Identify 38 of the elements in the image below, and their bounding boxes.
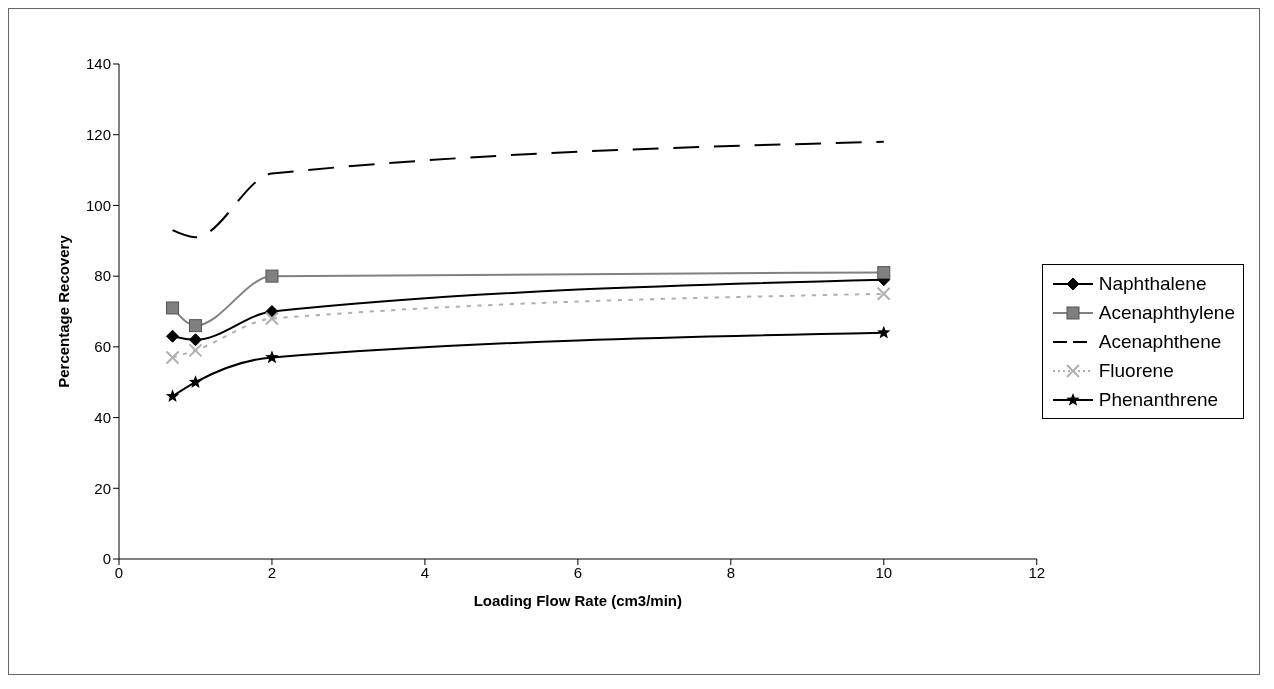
point: [188, 333, 202, 347]
x-tick-label: 10: [875, 563, 893, 581]
x-tick-label: 6: [573, 563, 583, 581]
point: [188, 319, 202, 333]
legend-label: Fluorene: [1098, 359, 1174, 382]
point: [877, 325, 891, 339]
y-tick-label: 120: [85, 126, 111, 144]
point: [265, 350, 279, 364]
point: [188, 343, 203, 358]
legend-label: Phenanthrene: [1098, 388, 1219, 411]
legend-label: Naphthalene: [1098, 272, 1207, 295]
x-axis-title: Loading Flow Rate (cm3/min): [473, 592, 683, 609]
point: [165, 350, 180, 365]
line-series: [171, 140, 885, 239]
y-tick-label: 0: [102, 550, 111, 568]
y-tick-label: 100: [85, 196, 111, 214]
legend-label: Acenaphthylene: [1098, 301, 1235, 324]
point: [264, 311, 279, 326]
legend-label: Acenaphthene: [1098, 330, 1222, 353]
x-tick-label: 12: [1028, 563, 1046, 581]
y-tick-label: 140: [85, 55, 111, 73]
y-tick-label: 80: [94, 267, 111, 285]
y-tick-label: 40: [94, 408, 111, 426]
point: [876, 286, 891, 301]
y-tick-label: 60: [94, 338, 111, 356]
x-tick-label: 0: [114, 563, 124, 581]
y-axis-title: Percentage Recovery: [55, 234, 73, 388]
point: [166, 301, 180, 315]
point: [188, 375, 203, 388]
x-tick-label: 8: [726, 563, 735, 581]
point: [165, 389, 180, 403]
x-tick-label: 4: [420, 563, 430, 581]
y-tick-label: 20: [94, 479, 111, 497]
point: [265, 305, 279, 318]
point: [877, 266, 891, 280]
x-tick-label: 2: [267, 563, 277, 581]
point: [265, 269, 279, 283]
point: [166, 329, 180, 343]
